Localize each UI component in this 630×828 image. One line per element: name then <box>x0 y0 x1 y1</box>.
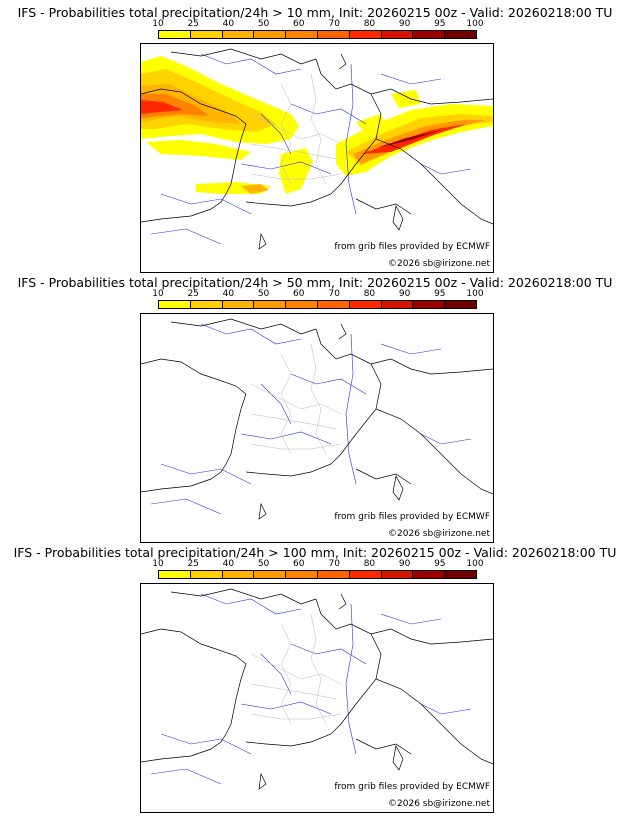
colorbar-segment <box>349 31 382 38</box>
colorbar-tick: 25 <box>187 289 199 299</box>
colorbar-tick: 70 <box>328 289 340 299</box>
map-panel-100mm: IFS - Probabilities total precipitation/… <box>0 545 630 813</box>
credit-grib: from grib files provided by ECMWF <box>334 242 490 252</box>
map-panel-50mm: IFS - Probabilities total precipitation/… <box>0 275 630 543</box>
colorbar-segment <box>190 301 223 308</box>
colorbar-tick: 90 <box>398 19 411 29</box>
colorbar-tick: 60 <box>293 19 305 29</box>
colorbar-tick: 70 <box>328 559 340 569</box>
panel-title: IFS - Probabilities total precipitation/… <box>17 5 613 20</box>
map-area: from grib files provided by ECMWF ©2026 … <box>140 313 494 543</box>
colorbar-segment <box>254 31 287 38</box>
panel-title: IFS - Probabilities total precipitation/… <box>13 545 617 560</box>
colorbar-segment <box>286 571 318 578</box>
colorbar <box>158 570 477 579</box>
colorbar-tick: 95 <box>434 289 446 299</box>
map-panel-10mm: IFS - Probabilities total precipitation/… <box>0 5 630 273</box>
colorbar-tick: 25 <box>187 19 199 29</box>
colorbar-segment <box>286 31 318 38</box>
colorbar-segment <box>190 571 223 578</box>
colorbar-segment <box>445 31 476 38</box>
colorbar-segment <box>413 31 446 38</box>
colorbar-tick: 40 <box>222 559 235 569</box>
colorbar-segment <box>349 571 382 578</box>
colorbar-tick: 50 <box>257 559 270 569</box>
credit-site: ©2026 sb@irizone.net <box>388 799 490 809</box>
colorbar-tick: 25 <box>187 559 199 569</box>
colorbar-segment <box>381 31 414 38</box>
colorbar-tick: 10 <box>152 19 164 29</box>
colorbar-segment <box>254 571 287 578</box>
panel-title: IFS - Probabilities total precipitation/… <box>17 275 613 290</box>
colorbar-segment <box>317 31 350 38</box>
colorbar-tick: 90 <box>398 289 411 299</box>
map-area: from grib files provided by ECMWF ©2026 … <box>140 43 494 273</box>
colorbar-tick: 50 <box>257 19 270 29</box>
colorbar-tick: 80 <box>363 289 376 299</box>
colorbar-segment <box>317 301 350 308</box>
colorbar-ticks: 10 25 40 50 60 70 80 90 95 100 <box>152 559 483 569</box>
map-area: from grib files provided by ECMWF ©2026 … <box>140 583 494 813</box>
colorbar-ticks: 10 25 40 50 60 70 80 90 95 100 <box>152 19 483 29</box>
colorbar-tick: 80 <box>363 19 376 29</box>
colorbar-tick: 90 <box>398 559 411 569</box>
colorbar-segment <box>222 31 255 38</box>
credit-site: ©2026 sb@irizone.net <box>388 259 490 269</box>
map-graphics <box>141 48 493 250</box>
colorbar-segment <box>159 31 191 38</box>
colorbar-segment <box>222 301 255 308</box>
colorbar-tick: 40 <box>222 19 235 29</box>
colorbar-tick: 70 <box>328 19 340 29</box>
credit-grib: from grib files provided by ECMWF <box>334 782 490 792</box>
colorbar-segment <box>413 301 446 308</box>
colorbar-segment <box>413 571 446 578</box>
colorbar-tick: 40 <box>222 289 235 299</box>
colorbar-tick: 100 <box>466 559 484 569</box>
map-graphics <box>141 318 493 520</box>
colorbar-segment <box>190 31 223 38</box>
colorbar-segment <box>445 571 476 578</box>
colorbar-segment <box>254 301 287 308</box>
colorbar-segment <box>159 571 191 578</box>
colorbar-ticks: 10 25 40 50 60 70 80 90 95 100 <box>152 289 483 299</box>
map-graphics <box>141 588 493 790</box>
colorbar-tick: 60 <box>293 289 305 299</box>
colorbar-tick: 100 <box>466 289 484 299</box>
colorbar-segment <box>286 301 318 308</box>
colorbar-tick: 60 <box>293 559 305 569</box>
colorbar-segment <box>317 571 350 578</box>
colorbar-segment <box>222 571 255 578</box>
colorbar <box>158 30 477 39</box>
credit-site: ©2026 sb@irizone.net <box>388 529 490 539</box>
colorbar <box>158 300 477 309</box>
colorbar-segment <box>381 301 414 308</box>
colorbar-segment <box>381 571 414 578</box>
colorbar-tick: 80 <box>363 559 376 569</box>
colorbar-tick: 95 <box>434 559 446 569</box>
colorbar-segment <box>445 301 476 308</box>
colorbar-tick: 95 <box>434 19 446 29</box>
colorbar-tick: 10 <box>152 559 164 569</box>
credit-grib: from grib files provided by ECMWF <box>334 512 490 522</box>
colorbar-tick: 100 <box>466 19 484 29</box>
colorbar-segment <box>159 301 191 308</box>
colorbar-tick: 50 <box>257 289 270 299</box>
colorbar-tick: 10 <box>152 289 164 299</box>
colorbar-segment <box>349 301 382 308</box>
